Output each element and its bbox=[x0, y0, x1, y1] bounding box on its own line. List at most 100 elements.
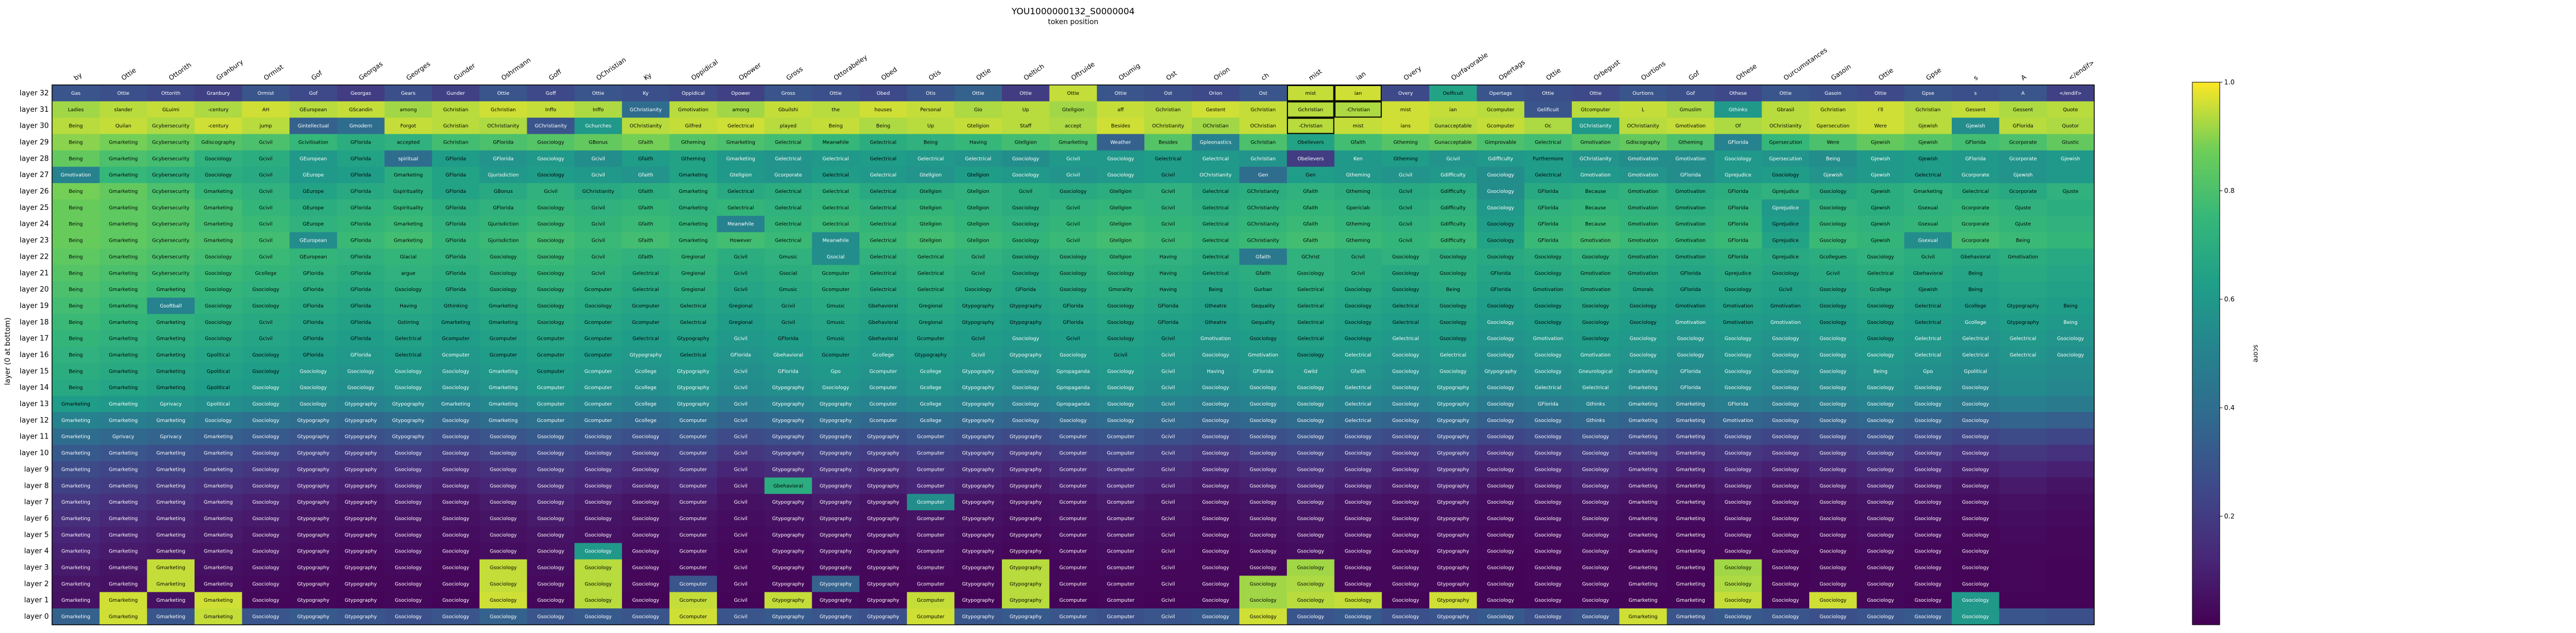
heatmap-cell bbox=[99, 101, 147, 118]
cell-label: Besides bbox=[1111, 124, 1130, 129]
heatmap-cell bbox=[574, 183, 623, 200]
cell-label: Gchristian bbox=[1251, 156, 1276, 162]
highlight-box bbox=[1334, 101, 1382, 118]
cell-label: Gcivil bbox=[734, 451, 748, 457]
cell-label: Gcivil bbox=[734, 467, 748, 472]
cell-label: Gsociology bbox=[1725, 516, 1752, 522]
cell-label: Gcomputer bbox=[1107, 549, 1135, 555]
heatmap-cell bbox=[1239, 346, 1287, 363]
heatmap-cell bbox=[1667, 330, 1715, 347]
cell-label: Gsociology bbox=[1535, 516, 1562, 522]
cell-label: GFlorida bbox=[446, 254, 466, 260]
heatmap-cell bbox=[622, 363, 670, 380]
cell-label: Gsociology bbox=[537, 320, 565, 326]
heatmap-cell bbox=[717, 281, 765, 298]
cell-label: Gas bbox=[71, 91, 81, 96]
heatmap-cell bbox=[242, 117, 290, 134]
heatmap-cell bbox=[2047, 396, 2095, 413]
heatmap-cell bbox=[669, 379, 717, 396]
cell-label: Gsociology bbox=[1344, 304, 1372, 309]
cell-label: Gmarketing bbox=[1628, 516, 1657, 522]
heatmap-cell bbox=[1286, 85, 1335, 102]
heatmap-cell bbox=[527, 183, 575, 200]
heatmap-cell bbox=[1952, 346, 2000, 363]
cell-label: Gmarketing bbox=[109, 418, 138, 424]
heatmap-cell bbox=[669, 346, 717, 363]
cell-label: Gmotivation bbox=[1580, 238, 1610, 244]
cell-label: Quilan bbox=[115, 124, 131, 129]
heatmap-cell bbox=[764, 85, 812, 102]
cell-label: Gsociology bbox=[537, 206, 565, 211]
heatmap-cell bbox=[479, 363, 527, 380]
heatmap-cell bbox=[1856, 265, 1905, 282]
cell-label: Gjewish bbox=[1918, 287, 1937, 293]
cell-label: Gmarketing bbox=[109, 173, 138, 178]
cell-label: Gsociology bbox=[1202, 549, 1229, 555]
heatmap-cell bbox=[1286, 346, 1335, 363]
cell-label: Gcivil bbox=[591, 206, 605, 211]
heatmap-cell bbox=[147, 101, 195, 118]
cell-label: Gsociology bbox=[585, 614, 612, 620]
cell-label: Ky bbox=[643, 91, 649, 96]
cell-label: mist bbox=[1353, 124, 1364, 129]
heatmap-cell bbox=[717, 232, 765, 249]
cell-label: Gsociology bbox=[252, 435, 280, 440]
heatmap-cell bbox=[479, 215, 527, 233]
cell-label: Gjewish bbox=[2013, 173, 2032, 178]
heatmap-cell bbox=[1334, 150, 1382, 167]
cell-label: Gcollege bbox=[1965, 304, 1987, 309]
heatmap-cell bbox=[1477, 248, 1525, 265]
cell-label: Gtypography bbox=[677, 385, 709, 391]
cell-label: Gsociology bbox=[585, 566, 612, 571]
cell-label: Gsociology bbox=[442, 533, 470, 538]
cell-label: Ottie bbox=[592, 91, 605, 96]
cell-label: Gsociology bbox=[1440, 337, 1467, 342]
cell-label: Gtypography bbox=[962, 369, 994, 374]
cell-label: Gmotivation bbox=[1200, 337, 1230, 342]
cell-label: Gjewish bbox=[1918, 156, 1937, 162]
cell-label: Gelectrical bbox=[727, 189, 754, 195]
cell-label: Being bbox=[2064, 304, 2078, 309]
cell-label: Gsociology bbox=[442, 385, 470, 391]
cell-label: GFlorida bbox=[1538, 222, 1559, 227]
heatmap-cell bbox=[1524, 199, 1572, 216]
heatmap-cell bbox=[1002, 150, 1050, 167]
heatmap-cell bbox=[1809, 298, 1857, 315]
heatmap-cell bbox=[194, 199, 242, 216]
cell-label: Gsociology bbox=[1487, 353, 1514, 358]
heatmap-cell bbox=[1286, 281, 1335, 298]
heatmap-cell bbox=[1286, 199, 1335, 216]
cell-label: Gtellgion bbox=[1062, 107, 1084, 113]
cell-label: Gcomputer bbox=[1059, 467, 1087, 472]
cell-label: Gcomputer bbox=[917, 533, 945, 538]
heatmap-cell bbox=[1809, 101, 1857, 118]
heatmap-cell bbox=[622, 215, 670, 233]
heatmap-cell bbox=[2047, 248, 2095, 265]
heatmap-cell bbox=[1571, 215, 1620, 233]
cell-label: Gbehavioral bbox=[868, 320, 898, 326]
cell-label: Gcivil bbox=[1161, 467, 1175, 472]
heatmap-cell bbox=[1477, 265, 1525, 282]
cell-label: Gmarketing bbox=[61, 435, 90, 440]
cell-label: Gsociology bbox=[1202, 435, 1229, 440]
x-tick-label: Ourfavorable bbox=[1450, 51, 1489, 82]
heatmap-cell bbox=[669, 363, 717, 380]
heatmap-cell bbox=[1097, 265, 1145, 282]
heatmap-cell bbox=[1286, 298, 1335, 315]
heatmap-cell bbox=[1049, 313, 1097, 331]
cell-label: Gsociology bbox=[252, 418, 280, 424]
cell-label: Gsociology bbox=[1582, 533, 1610, 538]
heatmap-cell bbox=[622, 232, 670, 249]
cell-label: Gsociology bbox=[1820, 435, 1847, 440]
cell-label: Gelectrical bbox=[870, 287, 896, 293]
cell-label: Gmarketing bbox=[109, 483, 138, 489]
heatmap-cell bbox=[52, 265, 100, 282]
x-tick-label: Granbury bbox=[215, 58, 244, 82]
cell-label: Gcollege bbox=[920, 418, 942, 424]
heatmap-cell bbox=[1429, 215, 1477, 233]
cell-label: Gsociology bbox=[632, 516, 660, 522]
cell-label: Gpolitical bbox=[207, 353, 230, 358]
cell-label: Gstirring bbox=[397, 320, 419, 326]
heatmap-cell bbox=[1192, 298, 1240, 315]
cell-label: Gfaith bbox=[1303, 238, 1318, 244]
